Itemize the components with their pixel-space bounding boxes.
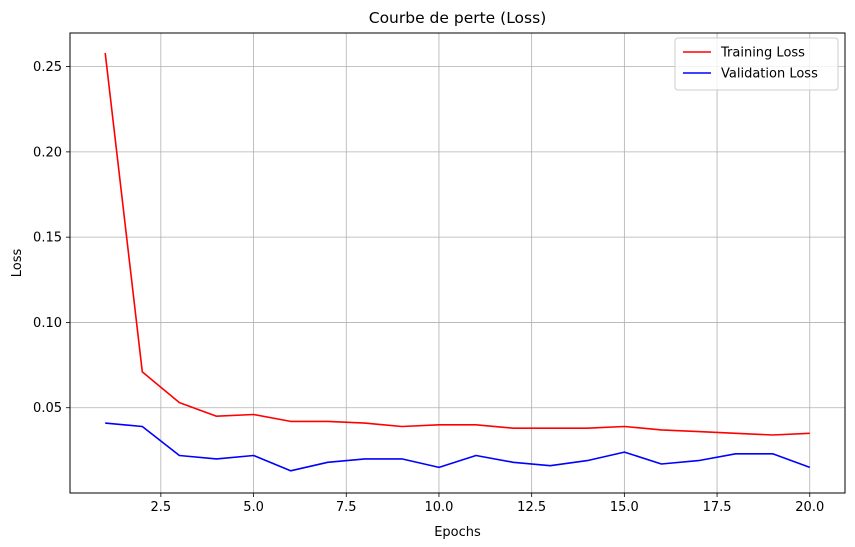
- y-tick-label: 0.05: [33, 401, 62, 416]
- y-tick-label: 0.10: [33, 316, 62, 331]
- x-axis-ticks: 2.5 5.0 7.5 10.0 12.5 15.0 17.5 20.0: [151, 493, 824, 515]
- legend-box: [674, 37, 839, 91]
- series-line: [104, 52, 810, 436]
- chart-title: Courbe de perte (Loss): [369, 9, 547, 27]
- y-axis-label: Loss: [10, 249, 25, 278]
- y-tick-label: 0.20: [33, 145, 62, 160]
- x-tick-label: 10.0: [424, 500, 453, 515]
- series-line: [105, 422, 811, 472]
- x-tick-label: 7.5: [336, 500, 357, 515]
- legend-label: Training Loss: [720, 46, 805, 61]
- x-tick-label: 20.0: [795, 500, 824, 515]
- x-tick-label: 15.0: [610, 500, 639, 515]
- legend-label: Validation Loss: [721, 67, 818, 82]
- x-tick-label: 2.5: [151, 500, 172, 515]
- y-axis-ticks: 0.05 0.10 0.15 0.20 0.25: [33, 60, 70, 416]
- x-axis-label: Epochs: [434, 525, 481, 540]
- legend: Training Loss Validation Loss: [674, 37, 839, 91]
- series-lines: [104, 52, 811, 472]
- x-tick-label: 17.5: [703, 500, 732, 515]
- x-tick-label: 5.0: [243, 500, 264, 515]
- x-tick-label: 12.5: [517, 500, 546, 515]
- y-tick-label: 0.25: [33, 60, 62, 75]
- y-tick-label: 0.15: [33, 231, 62, 246]
- plot-frame: [69, 32, 846, 494]
